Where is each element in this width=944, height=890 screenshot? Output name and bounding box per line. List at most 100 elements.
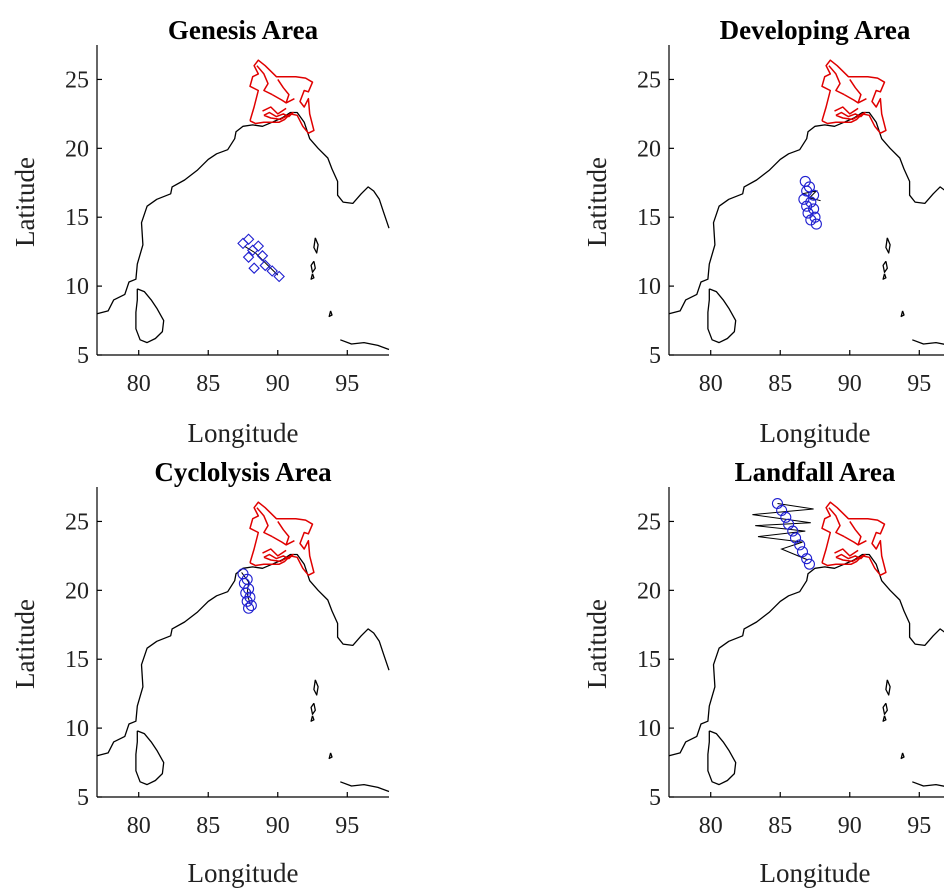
bangladesh-district-line <box>256 507 273 538</box>
bangladesh-district-line <box>271 535 295 546</box>
bangladesh-district-line <box>262 106 287 115</box>
sri-lanka-outline <box>707 730 737 786</box>
x-tick-label: 95 <box>335 813 359 839</box>
observation-marker <box>266 265 278 277</box>
island-outline <box>340 781 390 793</box>
bangladesh-district-line <box>849 78 862 104</box>
map-layer <box>96 501 390 793</box>
y-tick-label: 25 <box>637 67 661 93</box>
y-tick-label: 10 <box>637 274 661 300</box>
y-tick-label: 15 <box>65 647 89 673</box>
y-axis-label: Latitude <box>10 157 40 247</box>
axes-layer: 80 85 90 95 5 10 15 20 25 <box>65 487 389 839</box>
panel-cyclolysis: Cyclolysis Area 80 85 90 95 5 10 15 20 25 Longit… <box>10 457 390 888</box>
x-axis-label: Longitude <box>188 418 299 448</box>
cyclone-track <box>752 503 814 561</box>
observation-marker <box>237 237 249 250</box>
island-outline <box>900 310 905 318</box>
observation-marker <box>252 240 265 252</box>
y-tick-label: 5 <box>649 785 661 811</box>
island-outline <box>313 237 319 254</box>
x-tick-label: 80 <box>127 813 151 839</box>
observation-marker <box>805 214 817 226</box>
x-axis-label: Longitude <box>760 418 871 448</box>
y-tick-label: 25 <box>637 509 661 535</box>
island-outline <box>882 702 888 715</box>
observation-marker <box>801 200 813 212</box>
bangladesh-district-line <box>262 548 287 557</box>
y-tick-label: 20 <box>65 136 89 162</box>
observations-layer <box>752 497 815 570</box>
bangladesh-border <box>249 59 315 134</box>
observation-marker <box>808 189 820 201</box>
panel-title: Genesis Area <box>168 15 319 45</box>
x-tick-label: 90 <box>266 371 290 397</box>
island-outline <box>900 752 905 760</box>
observation-marker <box>259 259 272 272</box>
y-tick-label: 5 <box>649 343 661 369</box>
x-tick-label: 85 <box>768 371 792 397</box>
island-outline <box>310 260 316 273</box>
island-outline <box>328 752 333 760</box>
observation-marker <box>803 558 815 570</box>
axes-layer: 80 85 90 95 5 10 15 20 25 <box>65 45 389 397</box>
bangladesh-district-line <box>828 507 845 538</box>
island-outline <box>340 339 390 351</box>
x-tick-label: 85 <box>196 371 220 397</box>
map-layer <box>668 501 944 787</box>
observation-marker <box>273 270 285 283</box>
y-tick-label: 20 <box>637 136 661 162</box>
bangladesh-coast-detail <box>835 111 866 121</box>
x-axis-label: Longitude <box>760 858 871 888</box>
y-tick-label: 10 <box>65 716 89 742</box>
x-tick-label: 90 <box>266 813 290 839</box>
x-tick-label: 90 <box>838 371 862 397</box>
panel-title: Cyclolysis Area <box>154 457 332 487</box>
island-outline <box>882 715 887 722</box>
observation-marker <box>808 203 820 215</box>
island-outline <box>328 310 333 318</box>
y-tick-label: 15 <box>65 205 89 231</box>
island-outline <box>885 679 891 696</box>
y-tick-label: 15 <box>637 205 661 231</box>
observations-layer <box>237 233 285 283</box>
x-tick-label: 85 <box>768 813 792 839</box>
bangladesh-district-line <box>843 535 867 546</box>
observations-layer <box>237 568 257 614</box>
observation-marker <box>798 193 810 205</box>
bangladesh-district-line <box>277 78 290 104</box>
y-tick-label: 25 <box>65 509 89 535</box>
island-outline <box>912 339 944 345</box>
observation-marker <box>256 250 269 262</box>
axes-layer: 80 85 90 95 5 10 15 20 25 <box>637 45 944 397</box>
observation-marker <box>787 525 799 537</box>
observation-marker <box>805 196 817 208</box>
observations-layer <box>798 175 822 230</box>
bangladesh-district-line <box>256 65 273 96</box>
y-tick-label: 5 <box>77 785 89 811</box>
island-outline <box>310 715 315 722</box>
y-axis-label: Latitude <box>582 599 612 689</box>
bangladesh-coast-detail <box>263 553 294 563</box>
panel-title: Landfall Area <box>735 457 896 487</box>
panel-title: Developing Area <box>720 15 911 45</box>
bangladesh-district-line <box>849 520 862 546</box>
map-layer <box>96 59 390 351</box>
island-outline <box>882 273 887 280</box>
sri-lanka-outline <box>707 288 737 344</box>
island-outline <box>310 702 316 715</box>
bangladesh-border <box>821 59 887 134</box>
island-outline <box>912 781 944 787</box>
island-outline <box>882 260 888 273</box>
y-tick-label: 10 <box>65 274 89 300</box>
y-tick-label: 10 <box>637 716 661 742</box>
map-layer <box>668 59 944 345</box>
x-tick-label: 90 <box>838 813 862 839</box>
panel-developing: Developing Area 80 85 90 95 5 10 15 20 25 Longit… <box>582 15 944 448</box>
observation-marker <box>801 553 813 565</box>
observation-marker <box>243 602 255 614</box>
bangladesh-district-line <box>834 106 859 115</box>
panel-genesis: Genesis Area 80 85 90 95 5 10 15 20 25 Longitude… <box>10 15 390 448</box>
y-tick-label: 5 <box>77 343 89 369</box>
